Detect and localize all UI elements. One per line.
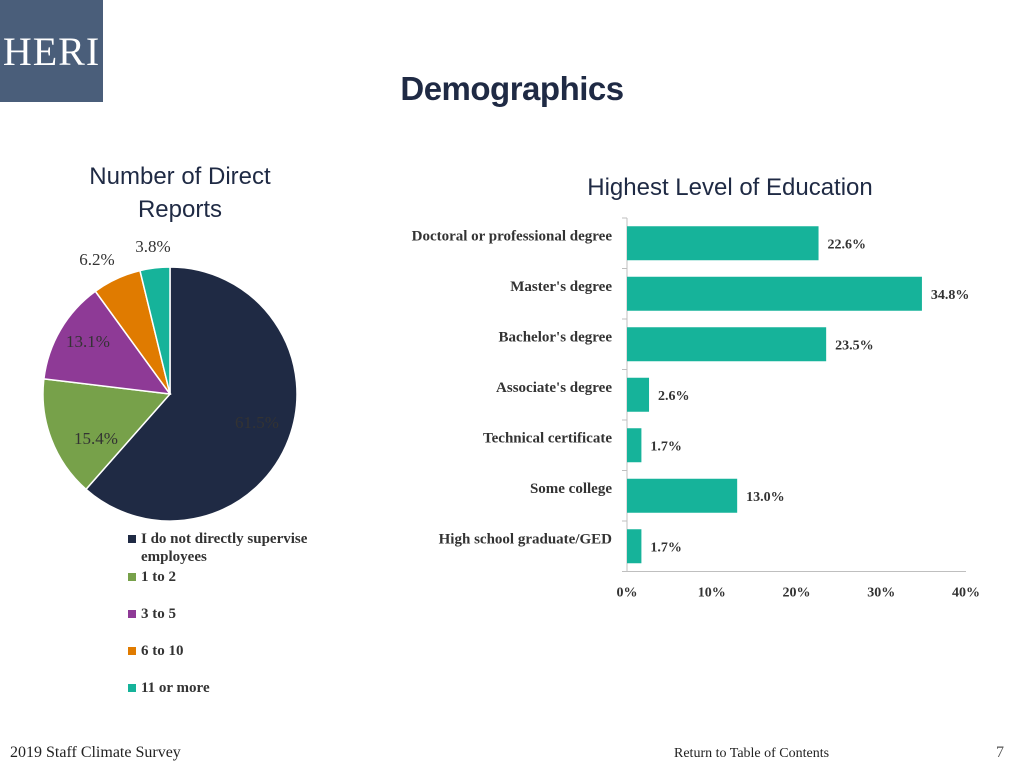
pie-slice-5 — [139, 266, 171, 395]
category-label: Technical certificate — [483, 430, 612, 446]
pie-data-label: 6.2% — [79, 250, 114, 269]
page-title: Demographics — [400, 70, 624, 107]
bar-data-label: 1.7% — [650, 439, 682, 454]
x-tick-label: 20% — [783, 586, 811, 601]
bar — [627, 226, 819, 261]
education-bar-chart: Doctoral or professional degree 22.6% Mast… — [412, 217, 980, 601]
bar-chart-title: Highest Level of Education — [587, 174, 873, 201]
legend-item: 1 to 2 — [128, 568, 348, 586]
legend-swatch — [128, 684, 136, 692]
bar — [627, 428, 642, 463]
bar — [627, 276, 922, 311]
legend-label: 1 to 2 — [141, 569, 176, 585]
legend-item: 11 or more — [128, 679, 348, 697]
x-tick-label: 30% — [867, 586, 895, 601]
x-tick-label: 40% — [952, 586, 980, 601]
category-label: High school graduate/GED — [439, 531, 613, 547]
legend-swatch — [128, 535, 136, 543]
heri-logo: HERI — [0, 0, 103, 102]
legend-label: 6 to 10 — [141, 643, 184, 659]
pie-data-label: 13.1% — [66, 332, 110, 351]
pie-chart-title: Number of Direct Reports — [89, 163, 271, 223]
bar — [627, 529, 642, 564]
pie-data-label: 15.4% — [74, 429, 118, 448]
pie-data-label: 3.8% — [135, 237, 170, 256]
category-label: Master's degree — [510, 279, 612, 295]
legend-item: 6 to 10 — [128, 642, 348, 660]
legend-label: 11 or more — [141, 680, 210, 696]
logo-text: HERI — [2, 28, 101, 74]
bar-data-label: 23.5% — [835, 338, 874, 353]
bar-data-label: 2.6% — [658, 389, 690, 404]
bar — [627, 377, 650, 412]
x-tick-label: 0% — [617, 586, 638, 601]
pie-slice-3 — [43, 290, 172, 395]
legend-item: I do not directly supervise employees — [128, 530, 348, 566]
survey-name: 2019 Staff Climate Survey — [10, 744, 181, 761]
category-label: Bachelor's degree — [499, 329, 613, 345]
direct-reports-pie-chart: 61.5% 15.4% 13.1% 6.2% 3.8% — [42, 237, 298, 522]
legend-item: 3 to 5 — [128, 605, 348, 623]
pie-data-label: 61.5% — [235, 413, 279, 432]
bar-data-label: 22.6% — [828, 237, 867, 252]
bar — [627, 327, 827, 362]
bar — [627, 478, 738, 513]
category-label: Associate's degree — [496, 380, 612, 396]
x-tick-label: 10% — [698, 586, 726, 601]
pie-slice-2 — [42, 378, 172, 491]
page-number: 7 — [996, 744, 1004, 761]
bar-data-label: 34.8% — [931, 288, 970, 303]
legend-swatch — [128, 573, 136, 581]
bar-data-label: 1.7% — [650, 540, 682, 555]
legend-label: I do not directly supervise employees — [141, 531, 308, 565]
category-label: Doctoral or professional degree — [412, 228, 613, 244]
legend-swatch — [128, 647, 136, 655]
pie-slice-1 — [84, 266, 298, 522]
legend-swatch — [128, 610, 136, 618]
category-label: Some college — [530, 481, 612, 497]
legend-label: 3 to 5 — [141, 606, 176, 622]
return-to-toc-link[interactable]: Return to Table of Contents — [674, 746, 830, 761]
bar-data-label: 13.0% — [746, 490, 785, 505]
